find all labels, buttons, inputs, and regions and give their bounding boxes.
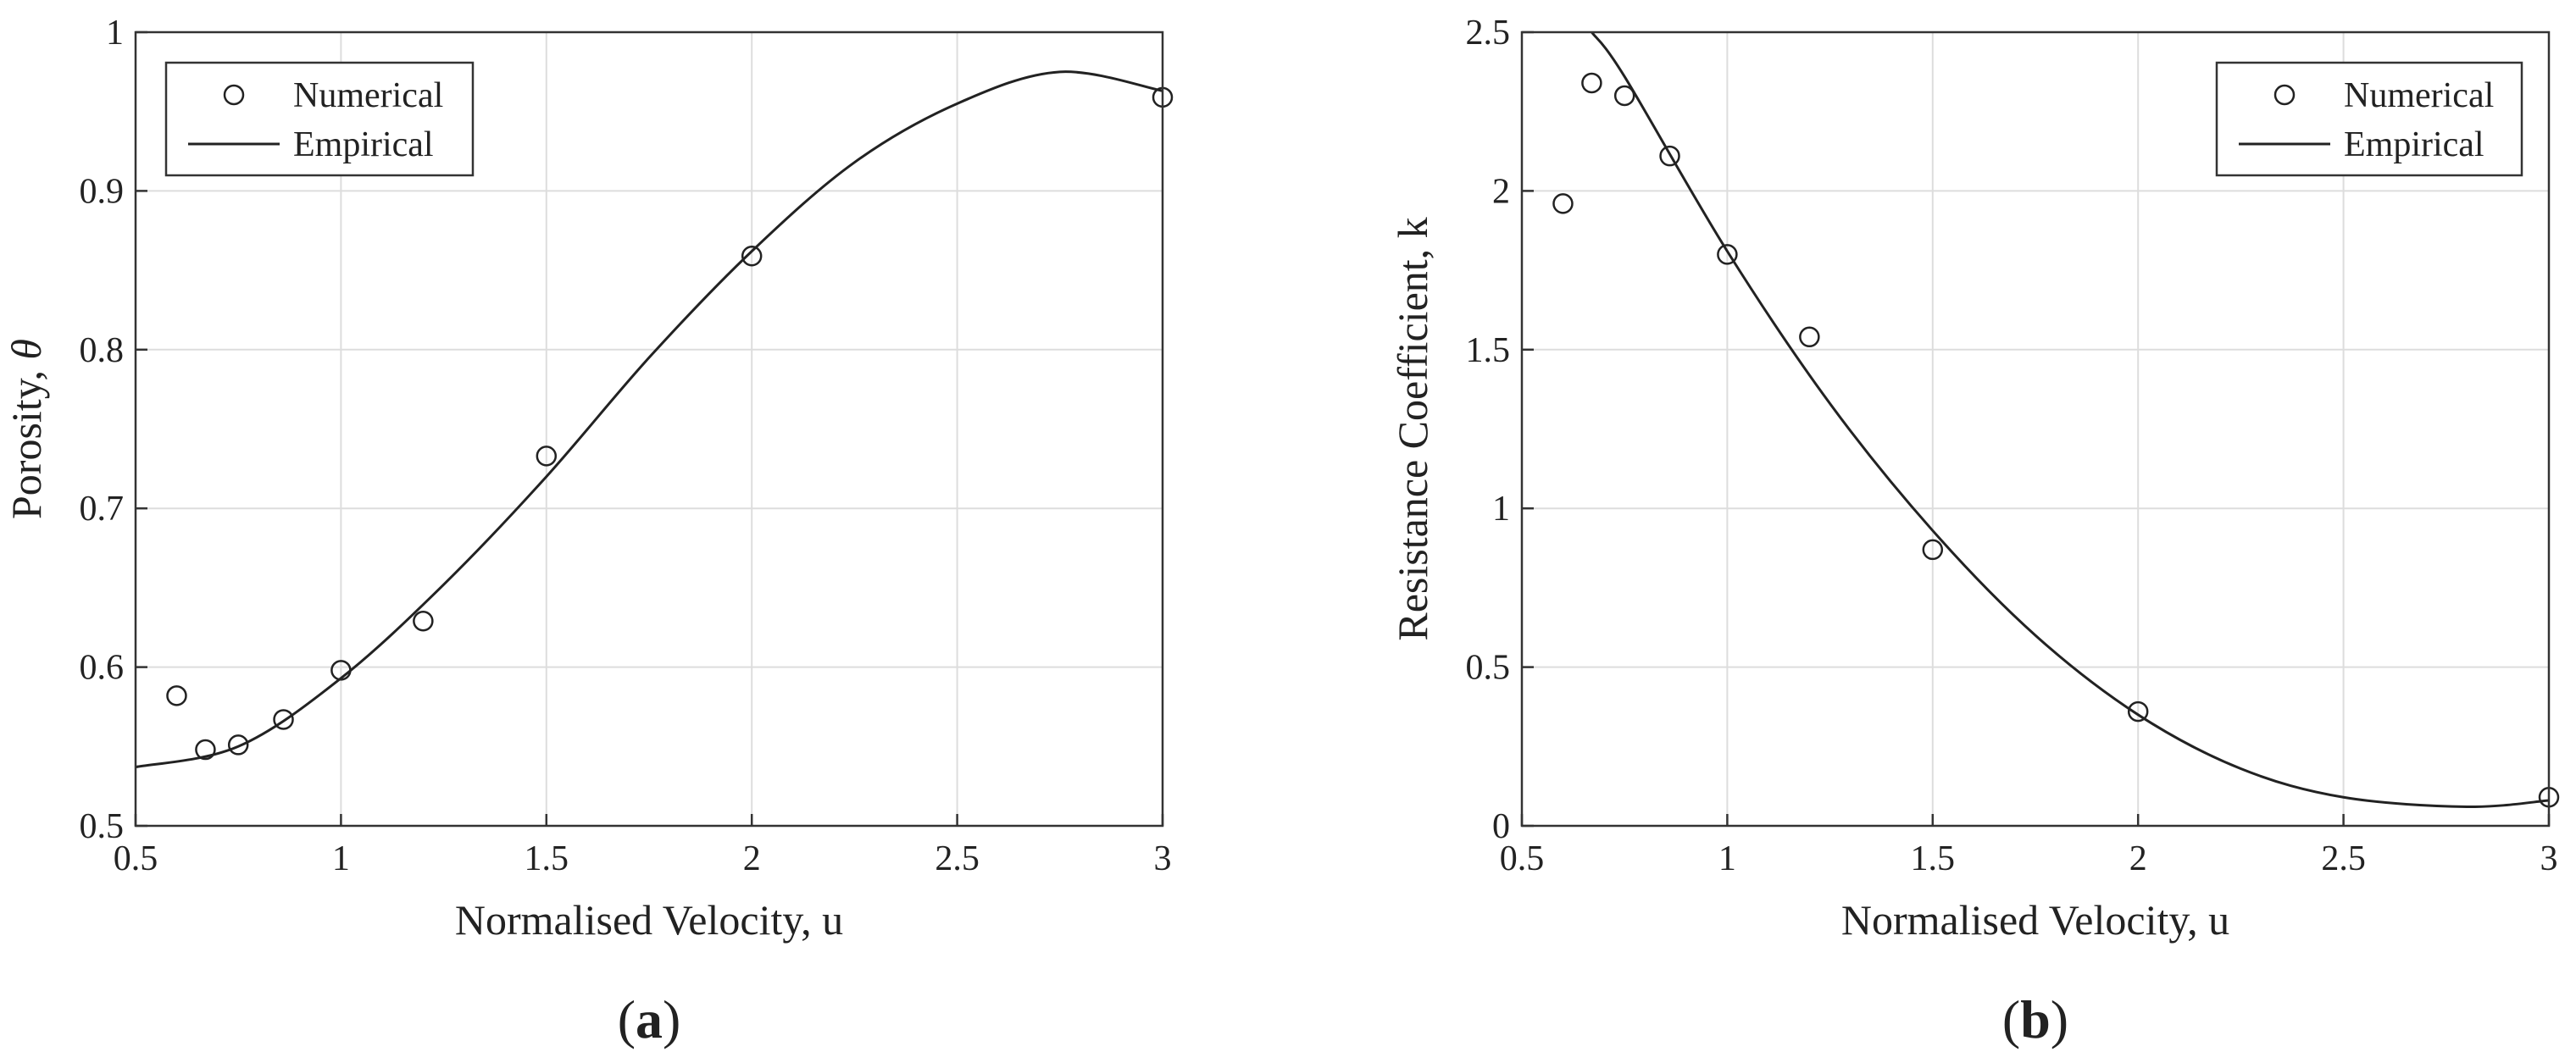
legend-label: Empirical <box>2344 125 2484 164</box>
x-tick-label: 2 <box>2129 839 2147 878</box>
x-tick-label: 2 <box>743 839 761 878</box>
numerical-point <box>741 245 763 267</box>
numerical-point <box>1799 326 1820 348</box>
chart-panel-a: 0.5 1 1.5 2 2.5 3 0.5 0.6 0.7 0.8 0.9 1 Normalised V… <box>3 14 1174 1049</box>
x-axis-label: Normalised Velocity, u <box>1841 896 2229 944</box>
y-tick-label: 1 <box>106 14 124 53</box>
x-tick-label: 1 <box>332 839 350 878</box>
x-tick-label: 0.5 <box>114 839 158 878</box>
panel-label-close: ) <box>663 989 680 1049</box>
numerical-point <box>1659 145 1680 167</box>
panel-label-open: ( <box>618 989 636 1049</box>
numerical-point <box>273 709 294 730</box>
legend-marker-numerical <box>223 84 245 106</box>
panel-label-open: ( <box>2002 989 2020 1049</box>
y-axis-label: Resistance Coefficient, k <box>1389 217 1436 640</box>
y-tick-label: 0.7 <box>80 490 125 529</box>
numerical-point <box>536 446 558 467</box>
y-tick-label: 2.5 <box>1466 14 1511 53</box>
numerical-point <box>330 660 352 681</box>
x-tick-label: 2.5 <box>935 839 980 878</box>
x-tick-label: 1.5 <box>525 839 569 878</box>
x-tick-label: 3 <box>2540 839 2558 878</box>
numerical-point <box>1581 72 1602 94</box>
numerical-point <box>195 739 216 761</box>
numerical-point <box>1717 244 1738 265</box>
panel-label: (a) <box>618 989 681 1049</box>
legend: Numerical Empirical <box>164 61 475 177</box>
x-tick-label: 2.5 <box>2321 839 2366 878</box>
legend-marker-numerical <box>2273 84 2296 106</box>
x-tick-label: 1 <box>1718 839 1736 878</box>
y-tick-label: 2 <box>1492 172 1510 211</box>
y-tick-label: 0.6 <box>80 649 125 688</box>
axes-box <box>134 30 1164 828</box>
legend-label: Numerical <box>2344 76 2494 115</box>
legend-box <box>164 61 475 177</box>
legend: Numerical Empirical <box>2215 61 2523 177</box>
legend-box <box>2215 61 2523 177</box>
numerical-point <box>227 734 249 756</box>
y-tick-label: 1 <box>1492 490 1510 529</box>
y-axis-label: Porosity, θ <box>3 339 50 519</box>
panel-label: (b) <box>2002 989 2068 1049</box>
numerical-point <box>1613 85 1635 107</box>
y-tick-label: 0.8 <box>80 331 125 370</box>
numerical-point <box>1552 193 1574 214</box>
x-tick-label: 0.5 <box>1500 839 1545 878</box>
numerical-point <box>1922 539 1944 561</box>
x-tick-label: 1.5 <box>1911 839 1956 878</box>
y-tick-label: 1.5 <box>1466 331 1511 370</box>
numerical-point <box>413 611 434 632</box>
y-tick-label: 0 <box>1492 807 1510 846</box>
axes-box <box>1520 30 2551 828</box>
x-tick-label: 3 <box>1154 839 1172 878</box>
numerical-point <box>2127 700 2149 723</box>
legend-label: Numerical <box>293 76 443 115</box>
y-axis-label-main: Porosity, <box>3 360 50 519</box>
y-axis-label-main: Resistance Coefficient, k <box>1389 217 1436 640</box>
y-tick-label: 0.5 <box>1466 649 1511 688</box>
numerical-point <box>166 685 187 706</box>
panel-label-letter: b <box>2020 989 2051 1049</box>
empirical-line <box>136 70 1163 769</box>
x-axis-label: Normalised Velocity, u <box>455 896 843 944</box>
panel-label-letter: a <box>636 989 663 1049</box>
y-tick-label: 0.5 <box>80 807 125 846</box>
y-axis-label-symbol: θ <box>3 339 50 360</box>
panel-label-close: ) <box>2051 989 2068 1049</box>
y-tick-label: 0.9 <box>80 172 125 211</box>
empirical-line <box>1591 32 2549 809</box>
legend-label: Empirical <box>293 125 434 164</box>
